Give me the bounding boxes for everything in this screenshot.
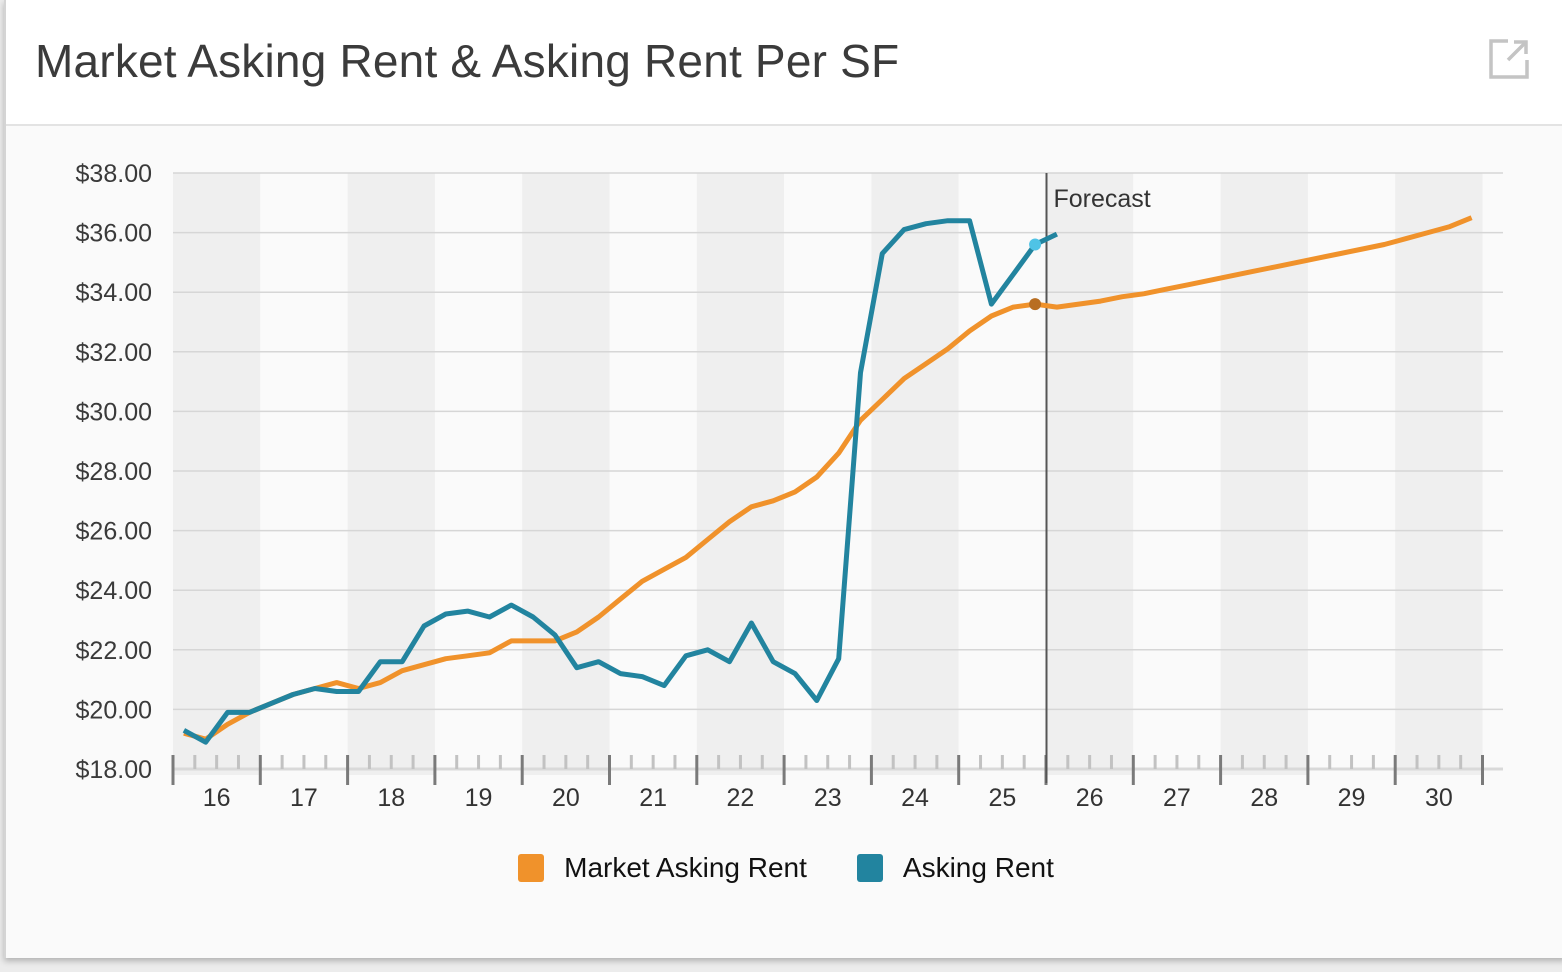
x-tick-label: 28 [1250, 784, 1278, 812]
legend-label: Asking Rent [902, 852, 1054, 883]
chart-title: Market Asking Rent & Asking Rent Per SF [35, 35, 900, 87]
x-tick-label: 25 [988, 784, 1016, 812]
y-tick-label: $20.00 [76, 696, 152, 724]
card-header: Market Asking Rent & Asking Rent Per SF [6, 0, 1562, 126]
year-band [1133, 173, 1221, 775]
y-tick-label: $32.00 [76, 339, 152, 367]
year-band [609, 173, 697, 775]
y-tick-label: $22.00 [76, 637, 152, 665]
x-tick-label: 21 [639, 784, 667, 812]
asking-rent-line [182, 218, 1058, 745]
year-band [173, 173, 261, 775]
year-band [1395, 173, 1483, 775]
y-tick-label: $24.00 [76, 577, 152, 605]
chart-card: Market Asking Rent & Asking Rent Per SF … [4, 0, 1562, 958]
x-tick-label: 19 [465, 784, 493, 812]
year-band [522, 173, 610, 775]
year-band [1046, 173, 1134, 775]
chart-legend: Market Asking Rent Asking Rent [6, 852, 1562, 884]
external-link-icon[interactable] [1488, 38, 1530, 80]
y-tick-label: $26.00 [76, 518, 152, 546]
x-tick-label: 27 [1163, 784, 1191, 812]
x-tick-label: 18 [377, 784, 405, 812]
year-band [434, 173, 523, 775]
x-tick-label: 16 [203, 784, 231, 812]
market-asking-rent-line [183, 215, 1473, 742]
asking-rent-marker[interactable] [1029, 238, 1042, 251]
market-asking-rent-marker[interactable] [1029, 298, 1042, 311]
year-band [958, 173, 1046, 775]
year-band [696, 173, 785, 775]
x-tick-label: 23 [814, 784, 842, 812]
x-tick-label: 22 [727, 784, 755, 812]
y-tick-label: $38.00 [76, 160, 152, 188]
x-tick-label: 17 [290, 784, 318, 812]
legend-item-market-asking-rent[interactable]: Market Asking Rent [518, 852, 807, 884]
y-tick-label: $36.00 [76, 220, 152, 248]
y-tick-label: $30.00 [76, 398, 152, 426]
x-tick-label: 30 [1425, 784, 1453, 812]
year-band [871, 173, 959, 775]
x-tick-label: 24 [901, 784, 929, 812]
legend-item-asking-rent[interactable]: Asking Rent [856, 852, 1054, 884]
year-band [1307, 173, 1396, 775]
legend-swatch-orange [518, 854, 545, 882]
legend-swatch-teal [856, 854, 883, 882]
legend-label: Market Asking Rent [564, 852, 807, 883]
x-tick-label: 20 [552, 784, 580, 812]
y-tick-label: $28.00 [76, 458, 152, 486]
y-tick-label: $18.00 [76, 756, 152, 784]
x-tick-label: 26 [1076, 784, 1104, 812]
x-tick-label: 29 [1338, 784, 1366, 812]
y-tick-label: $34.00 [76, 279, 152, 307]
year-band [260, 173, 348, 775]
forecast-label: Forecast [1054, 185, 1151, 213]
line-chart: $38.00 $36.00 $34.00 $32.00 $30.00 $28.00 $26.… [76, 160, 1503, 812]
